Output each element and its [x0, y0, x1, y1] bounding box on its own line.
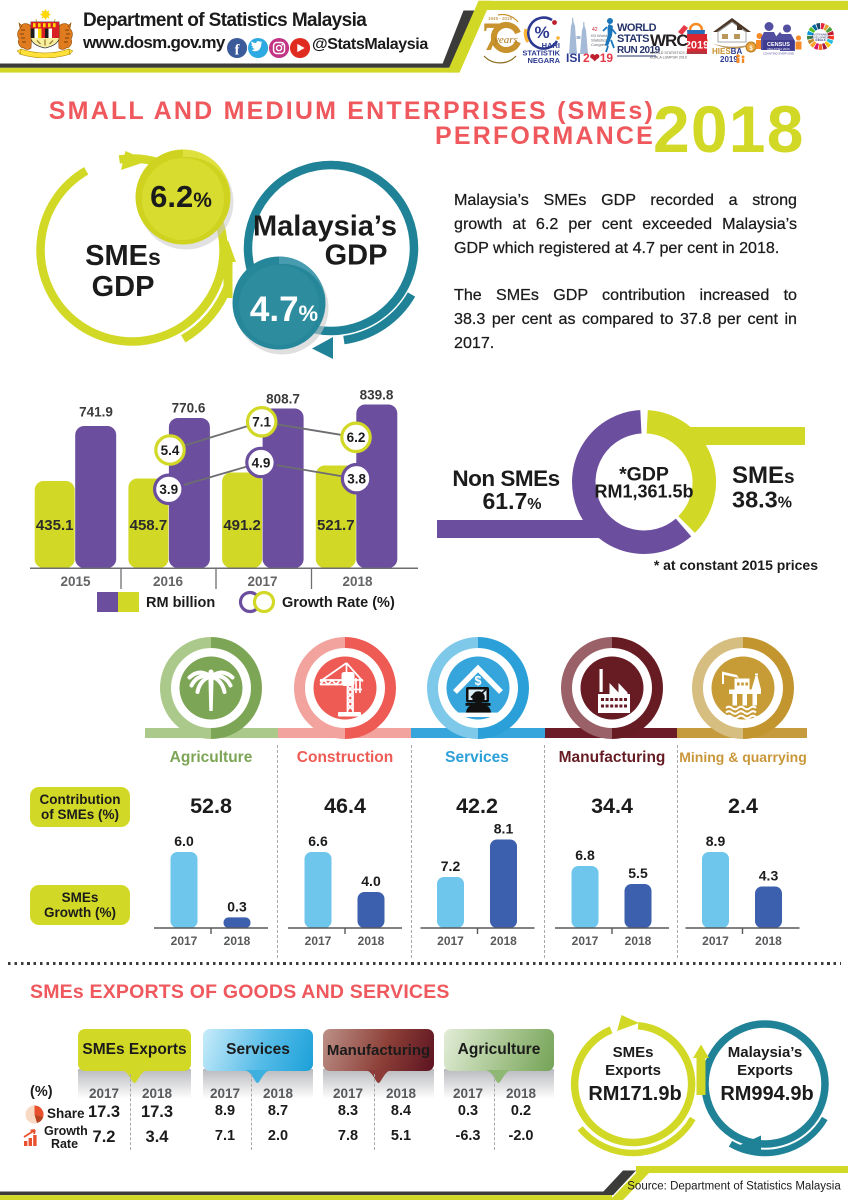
svg-text:2015: 2015	[60, 574, 91, 589]
svg-text:Exports: Exports	[605, 1062, 661, 1079]
svg-text:458.7: 458.7	[130, 517, 168, 534]
svg-text:2018: 2018	[224, 934, 251, 948]
svg-text:Growth Rate (%): Growth Rate (%)	[282, 595, 395, 611]
svg-text:years: years	[493, 34, 518, 46]
svg-text:RM billion: RM billion	[146, 595, 215, 611]
svg-text:WORLD STATISTICS CONGRESS: WORLD STATISTICS CONGRESS	[650, 51, 707, 55]
svg-text:2❤19: 2❤19	[583, 51, 613, 64]
svg-text:* at constant 2015 prices: * at constant 2015 prices	[654, 557, 818, 573]
svg-text:WORLD: WORLD	[617, 22, 657, 34]
svg-text:5.5: 5.5	[628, 865, 648, 881]
svg-text:CENSUS: CENSUS	[767, 42, 790, 48]
svg-text:2019: 2019	[685, 40, 709, 52]
svg-text:8.1: 8.1	[494, 821, 514, 837]
svg-text:2017: 2017	[305, 934, 332, 948]
svg-text:6.2: 6.2	[347, 430, 366, 445]
svg-text:GDP: GDP	[92, 271, 155, 303]
svg-text:3.8: 3.8	[347, 472, 366, 487]
svg-text:2017: 2017	[702, 934, 729, 948]
svg-text:3.9: 3.9	[159, 482, 178, 497]
svg-text:STATISTIK: STATISTIK	[522, 49, 560, 58]
svg-text:GDP: GDP	[325, 240, 388, 272]
svg-text:491.2: 491.2	[223, 517, 261, 534]
svg-text:435.1: 435.1	[36, 517, 74, 534]
svg-text:Exports: Exports	[737, 1062, 793, 1079]
svg-text:2018: 2018	[358, 934, 385, 948]
svg-text:Source: Department of Statisti: Source: Department of Statistics Malaysi…	[627, 1181, 841, 1193]
svg-text:COUNTING EVERYONE: COUNTING EVERYONE	[763, 52, 794, 56]
svg-text:6.0: 6.0	[174, 833, 194, 849]
svg-text:$: $	[749, 46, 753, 52]
svg-text:f: f	[235, 42, 240, 58]
svg-text:2017: 2017	[572, 934, 599, 948]
svg-text:6.8: 6.8	[575, 847, 595, 863]
svg-text:8.9: 8.9	[706, 833, 726, 849]
svg-text:NEGARA: NEGARA	[527, 56, 560, 64]
svg-text:808.7: 808.7	[266, 392, 300, 407]
svg-text:1949 - 2019: 1949 - 2019	[488, 16, 513, 21]
svg-text:Malaysia’s: Malaysia’s	[728, 1044, 803, 1061]
svg-text:RUN 2019: RUN 2019	[617, 45, 661, 56]
svg-text:STATS: STATS	[617, 33, 649, 45]
svg-text:RM171.9b: RM171.9b	[588, 1083, 681, 1105]
svg-text:770.6: 770.6	[172, 401, 206, 416]
svg-text:2017: 2017	[437, 934, 464, 948]
svg-text:2018: 2018	[490, 934, 517, 948]
svg-text:HARI: HARI	[542, 41, 560, 50]
svg-text:ISI World: ISI World	[591, 33, 607, 38]
svg-text:KUALA LUMPUR 2019: KUALA LUMPUR 2019	[650, 56, 687, 60]
svg-text:SMEs: SMEs	[732, 462, 795, 489]
svg-text:7.1: 7.1	[252, 415, 271, 430]
svg-text:5.4: 5.4	[161, 443, 180, 458]
svg-text:SUSTAINABLE: SUSTAINABLE	[812, 33, 830, 37]
svg-text:2019: 2019	[720, 55, 738, 64]
svg-text:61.7%: 61.7%	[483, 488, 542, 514]
svg-text:*GDP: *GDP	[619, 464, 669, 486]
svg-text:42: 42	[592, 27, 598, 33]
svg-text:$: $	[474, 674, 481, 688]
svg-text:521.7: 521.7	[317, 517, 355, 534]
svg-text:MALAYSIA 2020: MALAYSIA 2020	[767, 47, 789, 51]
svg-text:2016: 2016	[153, 574, 184, 589]
svg-text:2018: 2018	[755, 934, 782, 948]
svg-text:G★ALS: G★ALS	[815, 38, 825, 42]
svg-text:839.8: 839.8	[360, 388, 394, 403]
svg-text:4.9: 4.9	[252, 455, 271, 470]
svg-text:7.2: 7.2	[441, 858, 461, 874]
svg-text:741.9: 741.9	[79, 405, 113, 420]
svg-text:SMEs: SMEs	[613, 1044, 654, 1061]
svg-text:Statistics: Statistics	[591, 38, 607, 43]
svg-text:2017: 2017	[171, 934, 198, 948]
svg-text:2018: 2018	[342, 574, 373, 589]
svg-text:0.3: 0.3	[227, 898, 247, 914]
svg-text:RM1,361.5b: RM1,361.5b	[594, 482, 693, 502]
svg-text:WRC: WRC	[650, 31, 688, 50]
svg-text:Congress: Congress	[591, 42, 608, 47]
svg-text:4.3: 4.3	[759, 868, 779, 884]
svg-text:Malaysia’s: Malaysia’s	[253, 211, 397, 243]
svg-text:4.0: 4.0	[361, 873, 381, 889]
svg-text:HIESBA: HIESBA	[712, 47, 742, 56]
svg-text:38.3%: 38.3%	[732, 487, 792, 513]
svg-text:RM994.9b: RM994.9b	[720, 1083, 813, 1105]
svg-text:%: %	[534, 23, 549, 42]
svg-text:6.6: 6.6	[308, 833, 328, 849]
svg-text:ISI: ISI	[566, 51, 581, 64]
svg-text:Non SMEs: Non SMEs	[452, 466, 559, 491]
svg-text:DEVELOPMENT: DEVELOPMENT	[811, 35, 831, 39]
svg-text:2017: 2017	[247, 574, 277, 589]
svg-text:SMEs: SMEs	[85, 240, 161, 272]
svg-text:2018: 2018	[625, 934, 652, 948]
